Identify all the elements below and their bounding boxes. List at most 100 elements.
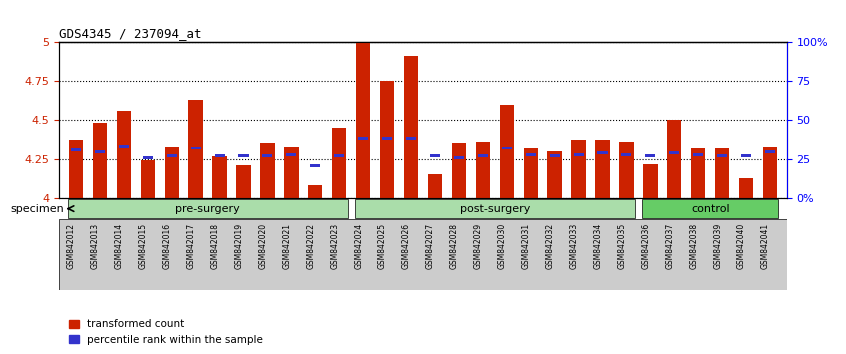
Text: GSM842039: GSM842039	[713, 223, 722, 269]
Text: GSM842025: GSM842025	[378, 223, 387, 269]
Bar	[428, 175, 442, 198]
Bar	[547, 151, 562, 198]
Bar	[356, 42, 371, 198]
FancyBboxPatch shape	[354, 199, 634, 218]
Bar	[382, 137, 393, 140]
Bar	[717, 154, 728, 157]
Text: post-surgery: post-surgery	[459, 204, 530, 213]
Text: GSM842030: GSM842030	[497, 223, 507, 269]
Text: GSM842029: GSM842029	[474, 223, 483, 269]
Bar	[430, 154, 440, 157]
Bar	[550, 154, 560, 157]
Bar	[308, 185, 322, 198]
Text: GSM842017: GSM842017	[187, 223, 195, 269]
Bar	[190, 147, 201, 149]
Text: GSM842026: GSM842026	[402, 223, 411, 269]
Text: GSM842035: GSM842035	[618, 223, 626, 269]
Bar	[239, 154, 249, 157]
Text: GSM842040: GSM842040	[737, 223, 746, 269]
Bar	[140, 160, 155, 198]
Bar	[715, 148, 729, 198]
Bar	[763, 147, 777, 198]
Bar	[189, 100, 203, 198]
Bar	[571, 140, 585, 198]
Bar	[739, 178, 753, 198]
Bar	[691, 148, 706, 198]
Text: GSM842036: GSM842036	[641, 223, 651, 269]
Bar	[643, 164, 657, 198]
Bar	[164, 147, 179, 198]
Bar	[622, 153, 631, 156]
Bar	[143, 156, 153, 159]
Text: GSM842020: GSM842020	[258, 223, 267, 269]
Bar	[236, 165, 250, 198]
Bar	[500, 104, 514, 198]
Text: GDS4345 / 237094_at: GDS4345 / 237094_at	[59, 27, 201, 40]
Bar	[765, 150, 775, 153]
Text: GSM842037: GSM842037	[665, 223, 674, 269]
Bar	[452, 143, 466, 198]
FancyBboxPatch shape	[642, 199, 778, 218]
Bar	[167, 154, 177, 157]
Bar	[69, 140, 83, 198]
Text: GSM842021: GSM842021	[283, 223, 291, 269]
Bar	[93, 123, 107, 198]
Bar	[334, 154, 344, 157]
Text: pre-surgery: pre-surgery	[175, 204, 240, 213]
Text: GSM842012: GSM842012	[67, 223, 76, 269]
Bar	[95, 150, 105, 153]
Bar	[475, 142, 490, 198]
Bar	[669, 151, 679, 154]
Text: GSM842032: GSM842032	[546, 223, 555, 269]
Text: GSM842027: GSM842027	[426, 223, 435, 269]
Text: GSM842028: GSM842028	[450, 223, 459, 269]
Text: GSM842015: GSM842015	[139, 223, 148, 269]
Text: GSM842018: GSM842018	[211, 223, 220, 269]
Bar	[574, 153, 584, 156]
Bar	[478, 154, 488, 157]
Bar	[380, 81, 394, 198]
Bar	[502, 147, 512, 149]
Bar	[525, 153, 536, 156]
Bar	[524, 148, 538, 198]
Bar	[284, 147, 299, 198]
Bar	[404, 56, 418, 198]
Text: GSM842016: GSM842016	[162, 223, 172, 269]
Text: GSM842024: GSM842024	[354, 223, 363, 269]
Bar	[118, 145, 129, 148]
Text: GSM842038: GSM842038	[689, 223, 698, 269]
Bar	[117, 111, 131, 198]
Text: GSM842019: GSM842019	[234, 223, 244, 269]
Text: GSM842013: GSM842013	[91, 223, 100, 269]
Bar	[597, 151, 607, 154]
Text: GSM842022: GSM842022	[306, 223, 316, 269]
Bar	[693, 153, 703, 156]
Text: GSM842034: GSM842034	[594, 223, 602, 269]
Bar	[215, 154, 224, 157]
Bar	[71, 148, 81, 151]
Bar	[645, 154, 656, 157]
Bar	[212, 156, 227, 198]
Text: GSM842031: GSM842031	[522, 223, 530, 269]
Text: GSM842023: GSM842023	[330, 223, 339, 269]
Bar	[310, 164, 321, 166]
Bar	[619, 142, 634, 198]
Legend: transformed count, percentile rank within the sample: transformed count, percentile rank withi…	[64, 315, 267, 349]
Bar	[358, 137, 368, 140]
Bar	[286, 153, 296, 156]
Bar	[741, 154, 751, 157]
Bar	[261, 143, 275, 198]
Text: GSM842041: GSM842041	[761, 223, 770, 269]
Bar	[262, 154, 272, 157]
FancyBboxPatch shape	[68, 199, 348, 218]
Bar	[453, 156, 464, 159]
Text: control: control	[691, 204, 729, 213]
Bar	[332, 128, 346, 198]
Bar	[406, 137, 416, 140]
Bar	[667, 120, 682, 198]
Text: GSM842033: GSM842033	[569, 223, 579, 269]
Bar	[596, 140, 610, 198]
Text: specimen: specimen	[10, 204, 64, 213]
Text: GSM842014: GSM842014	[115, 223, 124, 269]
FancyBboxPatch shape	[59, 219, 787, 290]
